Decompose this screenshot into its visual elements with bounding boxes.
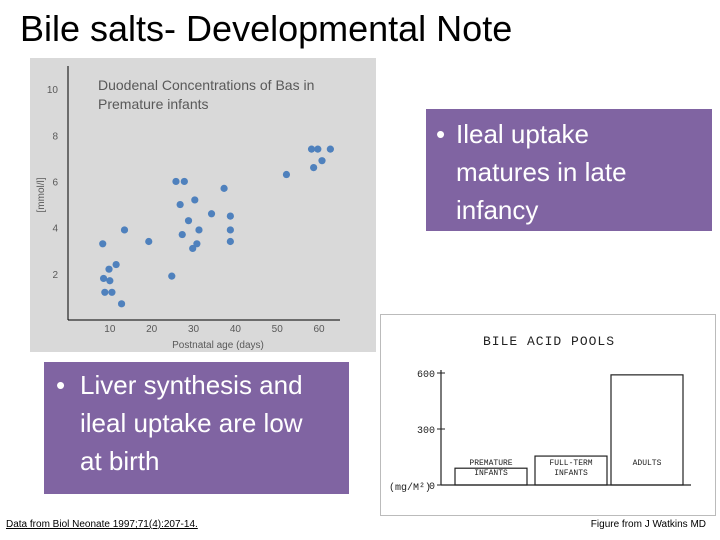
x-tick-label: 60 — [314, 324, 326, 335]
y-tick-label: 2 — [52, 270, 58, 281]
bullet-marker: • — [436, 119, 446, 149]
scatter-title-line2: Premature infants — [98, 96, 209, 112]
x-tick-label: 20 — [146, 324, 158, 335]
slide-title: Bile salts- Developmental Note — [20, 8, 513, 49]
scatter-point — [195, 226, 203, 234]
scatter-point — [180, 177, 188, 186]
scatter-point — [172, 177, 180, 186]
scatter-point — [120, 226, 129, 234]
bar — [534, 455, 608, 486]
scatter-point — [226, 212, 234, 220]
bar-category-label: INFANTS — [554, 469, 588, 478]
bar-y-tick-label: 0 — [429, 482, 435, 493]
scatter-point — [106, 277, 114, 285]
bar-category-label: ADULTS — [633, 459, 662, 468]
x-tick-label: 50 — [272, 324, 284, 335]
scatter-point — [191, 196, 199, 204]
footnote-figure-credit: Figure from J Watkins MD — [590, 519, 706, 530]
footnote-source-link[interactable]: Data from Biol Neonate 1997;71(4):207-14… — [6, 519, 198, 530]
x-tick-label: 40 — [230, 324, 242, 335]
x-tick-label: 10 — [104, 324, 116, 335]
scatter-point — [145, 237, 153, 246]
y-tick-label: 4 — [52, 224, 58, 235]
bar-category-label: PREMATURE — [469, 459, 512, 468]
scatter-point — [207, 210, 216, 218]
scatter-point — [99, 274, 108, 283]
scatter-point — [105, 265, 113, 273]
callout-ileal-uptake: • Ileal uptake matures in late infancy — [426, 109, 712, 231]
scatter-point — [282, 170, 291, 179]
bar — [610, 374, 684, 486]
bar-chart-title: BILE ACID POOLS — [483, 334, 615, 349]
bar-y-tick-label: 600 — [417, 370, 435, 381]
scatter-point — [314, 145, 322, 153]
scatter-point — [168, 272, 176, 280]
scatter-point — [176, 200, 184, 209]
scatter-point — [117, 300, 126, 308]
bullet-marker: • — [56, 370, 66, 400]
scatter-point — [101, 288, 109, 296]
scatter-point — [226, 226, 234, 234]
callout-liver-text: Liver synthesis and ileal uptake are low… — [80, 370, 303, 476]
bar — [454, 467, 528, 486]
bar-chart: BILE ACID POOLS (mg/M²) 0 300 600 PREMATUR… — [389, 334, 691, 494]
scatter-point — [193, 240, 201, 248]
scatter-point — [307, 145, 316, 153]
scatter-point — [178, 230, 186, 239]
scatter-point — [326, 145, 334, 153]
y-tick-label: 6 — [52, 177, 58, 188]
bar-category-label: INFANTS — [474, 469, 508, 478]
callout-liver-synthesis: • Liver synthesis and ileal uptake are l… — [44, 362, 349, 494]
x-axis-label: Postnatal age (days) — [172, 340, 264, 351]
scatter-point — [220, 184, 228, 192]
scatter-point — [318, 157, 326, 165]
scatter-point — [226, 237, 234, 246]
scatter-title-line1: Duodenal Concentrations of Bas in — [98, 77, 314, 93]
scatter-point — [184, 217, 193, 225]
scatter-point — [108, 288, 116, 296]
bar-category-label: FULL-TERM — [549, 459, 592, 468]
scatter-point — [99, 240, 107, 248]
scatter-chart: Duodenal Concentrations of Bas in Premat… — [36, 66, 340, 351]
bar-y-axis-label: (mg/M²) — [389, 482, 431, 494]
callout-ileal-text: Ileal uptake matures in late infancy — [456, 119, 627, 225]
x-tick-label: 30 — [188, 324, 200, 335]
scatter-point — [310, 164, 318, 172]
bar-y-tick-label: 300 — [417, 426, 435, 437]
bar-chart-panel: BILE ACID POOLS (mg/M²) 0 300 600 PREMATUR… — [380, 314, 716, 516]
scatter-point — [189, 244, 197, 253]
y-axis-label: [mmol/l] — [36, 177, 47, 212]
scatter-chart-panel: Duodenal Concentrations of Bas in Premat… — [30, 58, 376, 352]
y-tick-label: 8 — [52, 131, 58, 142]
scatter-point — [112, 260, 120, 269]
y-tick-label: 10 — [47, 85, 59, 96]
